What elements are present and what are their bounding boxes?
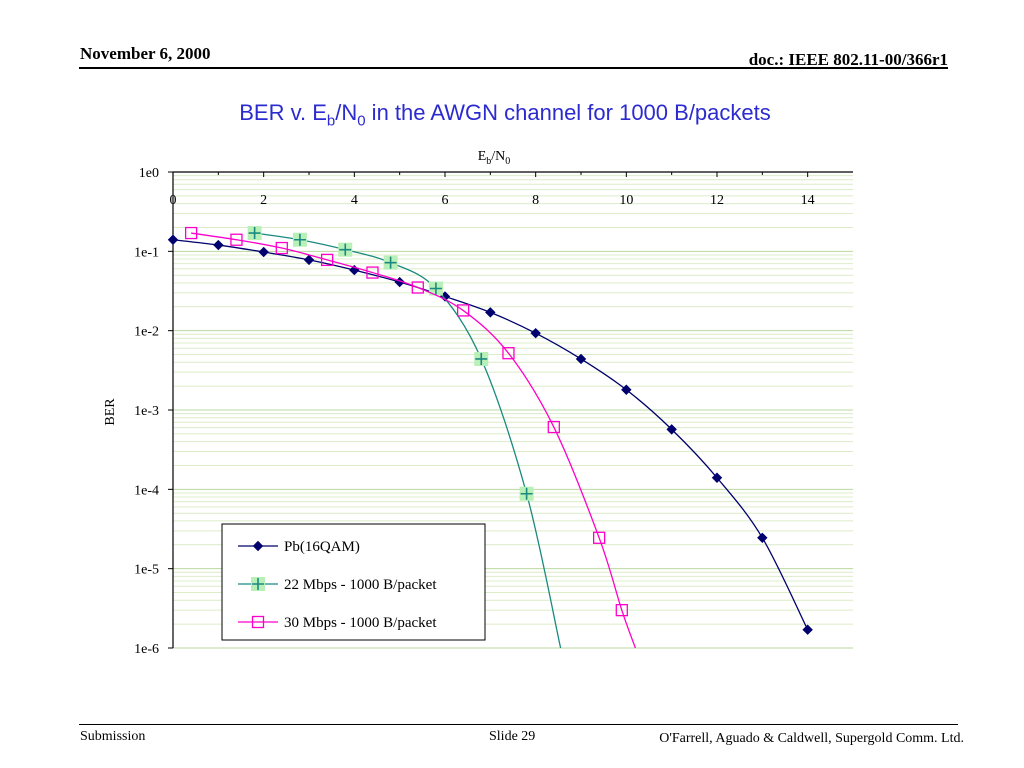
- y-tick-label: 1e-1: [134, 245, 159, 260]
- series-30mbps-point: [320, 253, 334, 267]
- series-pb-16qam-point: [167, 234, 179, 245]
- title-sub-0: 0: [357, 112, 366, 130]
- legend-marker: [251, 615, 265, 629]
- y-tick-label: 1e-4: [134, 483, 159, 498]
- chart-legend: Pb(16QAM) 22 Mbps - 1000 B/packet 30 Mbps …: [221, 523, 486, 641]
- series-30mbps-point: [456, 304, 470, 317]
- marker-plus: [339, 243, 352, 256]
- series-30mbps-point: [275, 241, 288, 255]
- marker-plus: [293, 233, 306, 246]
- footer-authors: O'Farrell, Aguado & Caldwell, Supergold …: [659, 731, 964, 746]
- series-pb-16qam-point: [621, 384, 632, 395]
- series-pb-16qam-point: [575, 353, 587, 365]
- y-tick-label: 1e-6: [134, 642, 159, 657]
- series-30mbps-point: [592, 531, 606, 544]
- title-prefix: BER v. E: [239, 100, 327, 125]
- series-pb-16qam-point: [711, 472, 723, 483]
- series-30mbps-point: [502, 347, 515, 360]
- legend-box: [221, 523, 486, 641]
- series-30mbps-point: [184, 226, 198, 240]
- slide-title: BER v. Eb/N0 in the AWGN channel for 100…: [0, 100, 1010, 129]
- y-tick-label: 1e0: [139, 166, 159, 181]
- series-pb-16qam-point: [485, 307, 496, 318]
- x-tick-label: 14: [801, 193, 815, 208]
- title-suffix: in the AWGN channel for 1000 B/packets: [365, 100, 771, 125]
- x-axis-title: Eb/N0: [478, 149, 511, 167]
- series-22mbps-point: [338, 242, 353, 257]
- footer-slide-number: Slide 29: [489, 729, 536, 744]
- series-22mbps-point: [247, 226, 262, 241]
- series-30mbps: [184, 226, 637, 649]
- series-30mbps-point: [411, 281, 424, 294]
- series-30mbps-point: [366, 266, 379, 279]
- series-22mbps-point: [519, 486, 534, 501]
- series-pb-16qam-point: [213, 239, 224, 251]
- footer-submission: Submission: [80, 729, 146, 744]
- header-divider: [79, 67, 948, 69]
- series-pb-16qam: [167, 234, 813, 635]
- header-date: November 6, 2000: [80, 44, 211, 63]
- series-30mbps-point: [547, 420, 560, 434]
- marker-plus: [429, 282, 442, 295]
- series-pb-16qam-point: [530, 327, 541, 339]
- series-22mbps-point: [428, 281, 443, 296]
- series-22mbps-point: [474, 351, 489, 366]
- series-30mbps-point: [230, 233, 243, 246]
- title-sub-b: b: [326, 112, 336, 130]
- x-axis-title-part: 0: [505, 156, 510, 167]
- legend-label: Pb(16QAM): [284, 539, 360, 555]
- x-axis-title-part: /N: [491, 149, 505, 164]
- x-tick-label: 4: [351, 193, 358, 208]
- marker-plus: [384, 256, 397, 269]
- series-22mbps-point: [292, 232, 307, 247]
- marker-plus: [248, 227, 261, 240]
- y-tick-label: 1e-5: [134, 563, 159, 578]
- marker-plus: [475, 352, 488, 365]
- series-pb-16qam-point: [757, 532, 768, 544]
- marker-plus: [252, 578, 264, 590]
- series-pb-16qam-point: [258, 246, 269, 258]
- header-doc-id: doc.: IEEE 802.11-00/366r1: [748, 50, 948, 69]
- legend-marker: [252, 540, 264, 552]
- legend-label: 30 Mbps - 1000 B/packet: [284, 615, 437, 631]
- series-22mbps-point: [383, 255, 398, 270]
- footer-divider: [79, 724, 958, 725]
- series-22mbps: [247, 226, 562, 649]
- legend-label: 22 Mbps - 1000 B/packet: [284, 577, 437, 593]
- x-tick-label: 0: [170, 193, 177, 208]
- y-tick-label: 1e-3: [134, 404, 159, 419]
- series-pb-16qam-point: [802, 624, 813, 635]
- legend-marker: [251, 577, 265, 591]
- x-tick-label: 10: [619, 193, 633, 208]
- title-mid: /N: [335, 100, 358, 125]
- x-tick-label: 8: [532, 193, 539, 208]
- x-tick-label: 12: [710, 193, 724, 208]
- series-30mbps-point: [615, 603, 628, 617]
- series-pb-16qam-point: [666, 424, 677, 435]
- series-pb-16qam-point: [303, 254, 315, 266]
- y-tick-label: 1e-2: [134, 325, 159, 340]
- x-tick-label: 6: [442, 193, 449, 208]
- y-axis-title: BER: [103, 398, 118, 426]
- marker-plus: [520, 487, 533, 500]
- x-tick-label: 2: [260, 193, 267, 208]
- x-axis-title-part: E: [478, 149, 487, 164]
- x-axis-title-part: b: [486, 156, 491, 167]
